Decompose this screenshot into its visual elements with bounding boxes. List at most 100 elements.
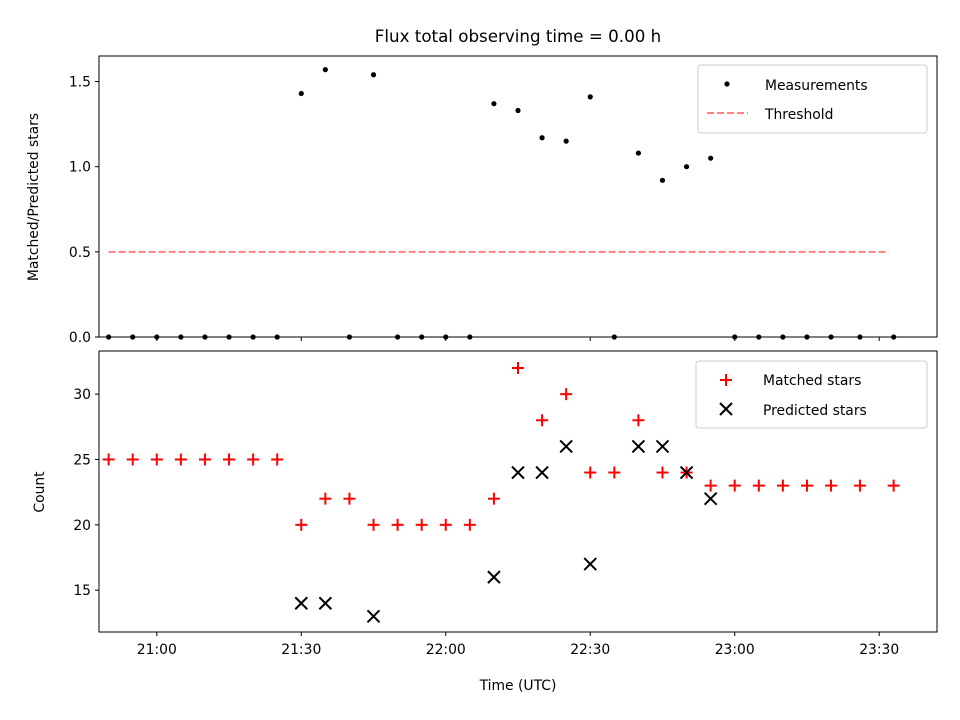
measurement-point	[780, 334, 786, 340]
legend-measurements-label: Measurements	[765, 78, 868, 94]
bottom-panel-frame	[98, 350, 938, 633]
top-y-tick-label: 1.0	[69, 160, 91, 176]
x-tick-label: 21:00	[137, 642, 177, 658]
measurement-point	[467, 334, 473, 340]
matched-stars-point	[439, 518, 452, 531]
matched-stars-point	[415, 518, 428, 531]
predicted-stars-point	[535, 465, 549, 480]
predicted-stars-point	[366, 609, 381, 624]
matched-stars-point	[704, 479, 717, 492]
top-y-tick-label: 1.5	[69, 75, 91, 91]
measurement-point	[250, 334, 256, 340]
bottom-plot-area	[102, 361, 900, 624]
measurement-point	[491, 101, 497, 107]
measurement-point	[756, 334, 762, 340]
matched-stars-point	[150, 453, 163, 466]
measurement-point	[857, 334, 863, 340]
measurement-point	[154, 334, 160, 340]
measurement-point	[443, 334, 449, 340]
bottom-legend-box	[695, 360, 928, 429]
x-tick-label: 22:30	[570, 642, 610, 658]
matched-stars-point	[825, 479, 838, 492]
predicted-stars-point	[631, 439, 646, 454]
bottom-y-tick-label: 25	[73, 452, 91, 468]
matched-stars-point	[800, 479, 813, 492]
top-y-axis: 0.0 0.5 1.0 1.5	[69, 75, 99, 346]
matched-stars-point	[584, 466, 597, 479]
legend-predicted-marker	[719, 402, 733, 416]
measurement-point	[394, 334, 401, 340]
matched-stars-point	[512, 361, 524, 374]
bottom-y-tick-label: 30	[73, 387, 91, 403]
matched-stars-point	[223, 453, 236, 466]
matched-stars-point	[752, 479, 765, 492]
measurement-point	[635, 150, 642, 156]
matched-stars-point	[295, 518, 308, 531]
bottom-x-axis-label: Time (UTC)	[479, 678, 557, 694]
x-tick-label: 21:30	[281, 642, 321, 658]
matched-stars-point	[102, 453, 115, 466]
measurement-point	[226, 334, 232, 340]
bottom-y-axis: 15 20 25 30	[73, 387, 99, 599]
legend-measurements-marker	[724, 81, 730, 87]
top-panel-frame	[98, 55, 938, 338]
measurement-point	[322, 67, 328, 73]
measurement-point	[563, 138, 569, 144]
matched-stars-point	[887, 479, 900, 492]
top-plot-area	[106, 67, 897, 340]
top-legend-box	[697, 64, 928, 134]
predicted-stars-point	[511, 465, 525, 480]
matched-stars-point	[126, 453, 139, 466]
bottom-y-axis-label: Count	[32, 471, 48, 513]
legend-matched-label: Matched stars	[763, 373, 861, 389]
matched-stars-point	[463, 518, 476, 531]
measurement-point	[804, 334, 810, 340]
measurement-point	[274, 334, 280, 340]
matched-stars-point	[343, 492, 356, 505]
matched-stars-point	[391, 518, 404, 531]
matched-stars-point	[247, 453, 260, 466]
measurement-point	[202, 334, 208, 340]
top-y-tick-label: 0.5	[69, 245, 91, 261]
predicted-stars-point	[583, 557, 597, 571]
predicted-stars-point	[487, 570, 501, 584]
matched-stars-point	[367, 518, 380, 531]
measurement-point	[370, 72, 377, 78]
matched-stars-point	[632, 414, 645, 427]
matched-stars-point	[271, 453, 284, 466]
legend-predicted-label: Predicted stars	[763, 403, 867, 419]
matched-stars-point	[174, 453, 187, 466]
predicted-stars-point	[318, 596, 333, 610]
chart-title: Flux total observing time = 0.00 h	[375, 26, 661, 46]
matched-stars-point	[487, 492, 500, 505]
matched-stars-point	[319, 492, 332, 505]
predicted-stars-point	[703, 491, 718, 506]
top-legend: Measurements Threshold	[697, 64, 928, 134]
measurement-point	[891, 334, 897, 340]
top-y-axis-label: Matched/Predicted stars	[26, 113, 42, 281]
measurement-point	[708, 155, 714, 161]
top-panel: 0.0 0.5 1.0 1.5 Matched/Predicted stars Mea…	[26, 55, 938, 346]
matched-stars-point	[776, 479, 789, 492]
measurement-point	[106, 334, 112, 340]
predicted-stars-point	[655, 439, 670, 454]
measurement-point	[828, 334, 834, 340]
x-tick-label: 23:00	[715, 642, 755, 658]
measurement-point	[683, 164, 690, 170]
measurement-point	[587, 94, 593, 100]
measurement-point	[515, 107, 521, 114]
predicted-stars-point	[559, 439, 573, 454]
measurement-point	[659, 177, 666, 183]
x-tick-label: 22:00	[426, 642, 466, 658]
matched-stars-point	[608, 466, 621, 479]
matched-stars-point	[728, 479, 741, 492]
matched-stars-point	[198, 453, 211, 466]
bottom-legend: Matched stars Predicted stars	[695, 360, 928, 429]
measurement-point	[346, 334, 353, 340]
legend-threshold-label: Threshold	[764, 107, 833, 123]
measurement-point	[539, 135, 545, 141]
matched-stars-point	[656, 466, 669, 479]
bottom-y-tick-label: 20	[73, 518, 91, 534]
matched-stars-point	[536, 414, 549, 427]
